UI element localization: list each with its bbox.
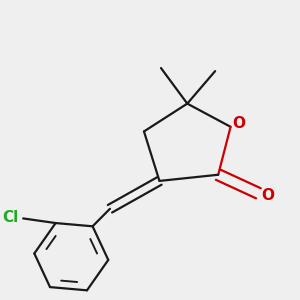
- Text: O: O: [233, 116, 246, 131]
- Text: O: O: [261, 188, 274, 203]
- Text: Cl: Cl: [3, 210, 19, 225]
